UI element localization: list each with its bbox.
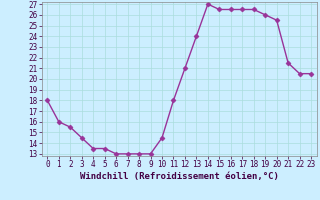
- X-axis label: Windchill (Refroidissement éolien,°C): Windchill (Refroidissement éolien,°C): [80, 172, 279, 181]
